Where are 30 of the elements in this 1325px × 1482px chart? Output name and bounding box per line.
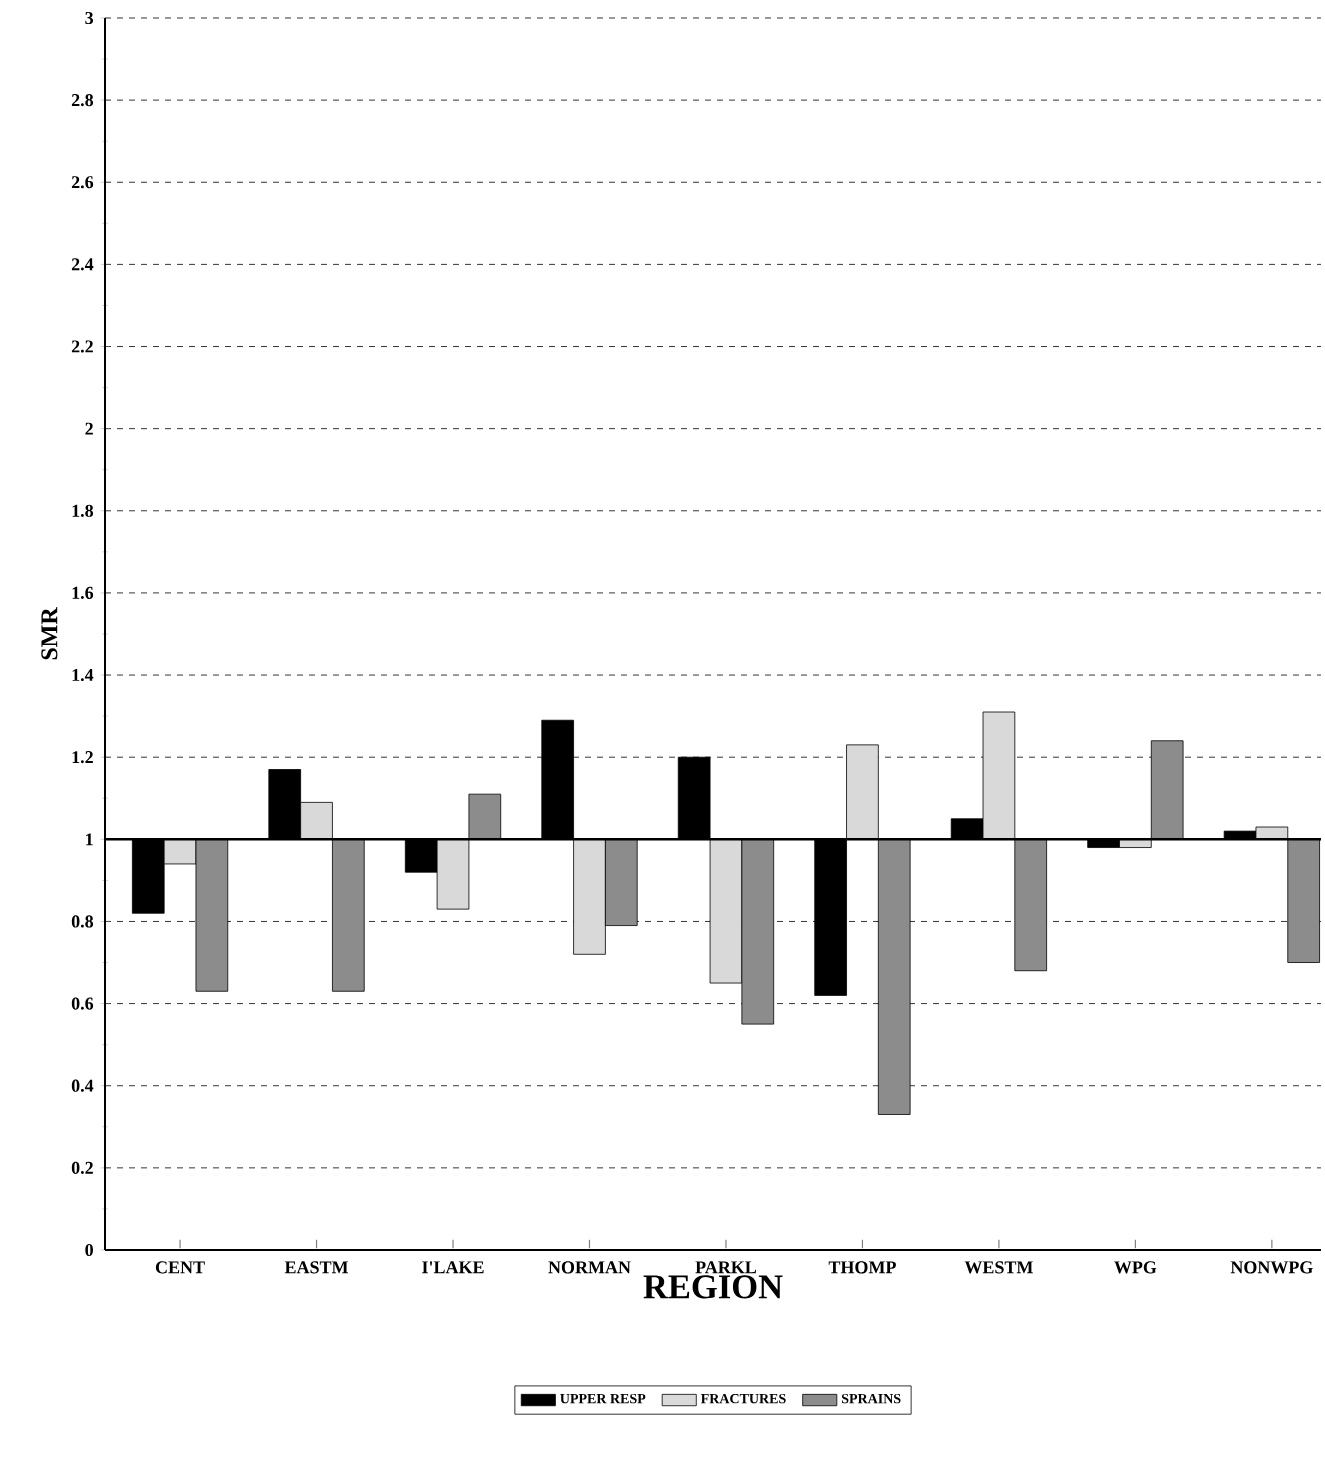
y-tick-label: 1.8 [72, 504, 94, 517]
y-tick-label: 0.8 [71, 915, 94, 928]
x-tick-label: CENT [155, 1261, 205, 1274]
y-tick-label: 1.4 [72, 668, 94, 682]
y-tick-label: 0.6 [71, 997, 94, 1010]
y-axis-title: SMR [41, 607, 58, 660]
y-tick-label: 1.2 [72, 751, 93, 764]
y-tick-label: 0 [85, 1243, 93, 1257]
x-tick-label: PARKL [695, 1261, 757, 1274]
x-tick-label: NONWPG [1230, 1261, 1313, 1274]
y-tick-label: 2.8 [71, 93, 94, 107]
legend-label: FRACTURES [700, 1393, 786, 1404]
y-tick-label: 1 [86, 833, 93, 846]
y-tick-label: 0.2 [71, 1161, 93, 1174]
legend-label: UPPER RESP [560, 1393, 646, 1404]
x-tick-label: THOMP [828, 1261, 896, 1274]
y-tick-label: 1.6 [72, 586, 94, 599]
x-tick-label: NORMAN [548, 1261, 631, 1274]
x-tick-label: I'LAKE [422, 1261, 484, 1274]
y-tick-label: 2.2 [71, 340, 93, 353]
y-tick-label: 2 [85, 422, 93, 435]
y-tick-label: 3 [85, 11, 94, 25]
x-tick-label: WESTM [964, 1261, 1033, 1274]
x-tick-label: WPG [1114, 1261, 1157, 1274]
legend-label: SPRAINS [841, 1393, 901, 1404]
y-tick-label: 0.4 [71, 1079, 94, 1092]
y-tick-label: 2.4 [71, 258, 94, 271]
x-tick-label: EASTM [284, 1261, 349, 1274]
x-axis-title: REGION [643, 1275, 783, 1299]
y-tick-label: 2.6 [71, 176, 94, 189]
